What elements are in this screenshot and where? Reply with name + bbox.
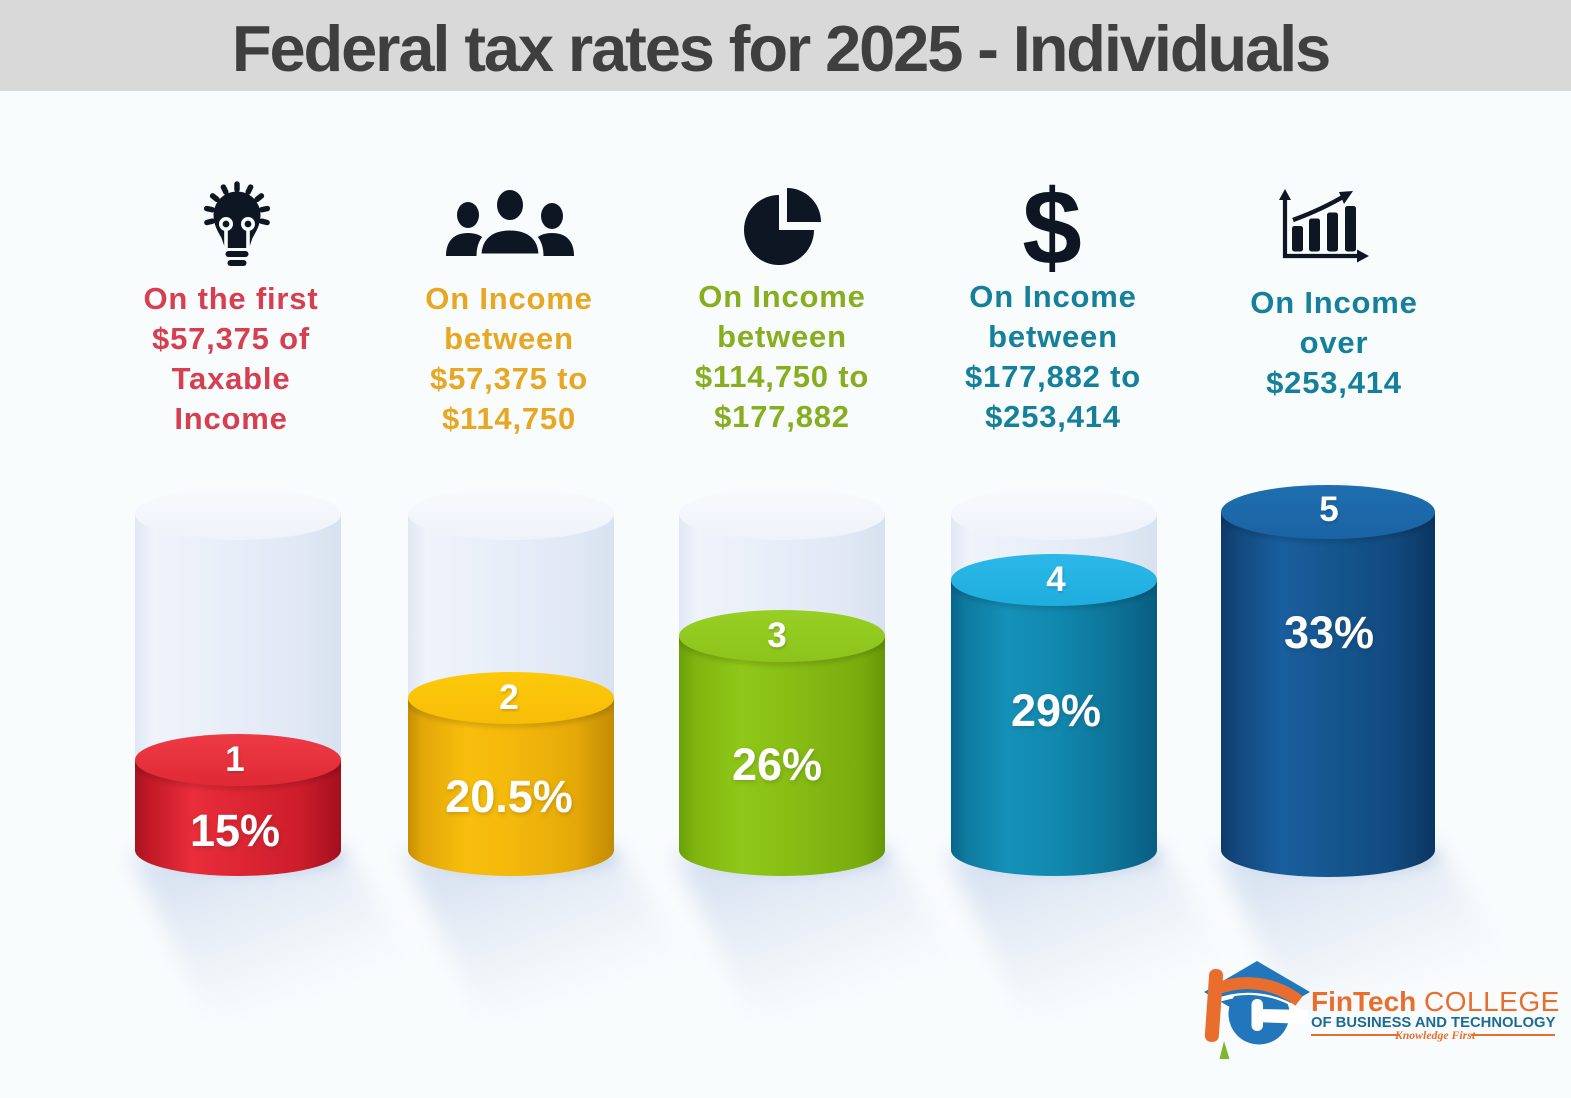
svg-text:20.5%: 20.5% [445,771,573,822]
svg-text:1: 1 [225,740,244,779]
svg-text:FinTech: FinTech [1311,986,1416,1017]
svg-text:33%: 33% [1284,607,1374,658]
svg-text:OF BUSINESS AND TECHNOLOGY: OF BUSINESS AND TECHNOLOGY [1311,1015,1556,1031]
svg-text:3: 3 [767,616,786,655]
svg-text:4: 4 [1046,560,1066,599]
svg-text:26%: 26% [732,739,822,790]
svg-text:$: $ [1022,167,1082,287]
svg-text:2: 2 [499,678,518,717]
svg-text:Knowledge First: Knowledge First [1394,1028,1476,1042]
svg-text:COLLEGE: COLLEGE [1424,986,1560,1017]
svg-text:5: 5 [1319,490,1338,529]
svg-text:29%: 29% [1011,685,1101,736]
svg-text:15%: 15% [190,805,280,856]
